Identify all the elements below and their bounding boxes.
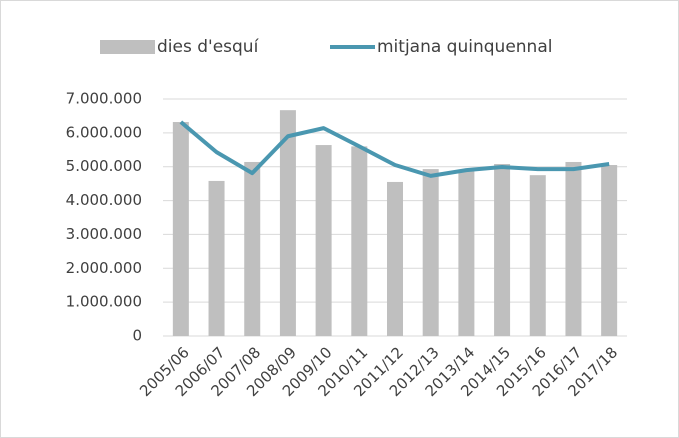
line [179, 120, 610, 178]
bar [529, 175, 546, 336]
bar [279, 110, 296, 337]
legend-swatch [100, 40, 155, 54]
bar [565, 161, 582, 336]
bar [387, 181, 403, 336]
bar [422, 169, 439, 336]
y-tick-label: 7.000.000 [66, 90, 142, 108]
y-tick-label: 3.000.000 [66, 225, 142, 243]
y-tick-label: 4.000.000 [66, 191, 142, 209]
legend-label: mitjana quinquennal [377, 37, 552, 57]
y-tick-label: 2.000.000 [66, 259, 142, 277]
y-tick-label: 6.000.000 [66, 123, 142, 141]
bar [208, 180, 225, 336]
bar [351, 146, 368, 336]
legend-label: dies d'esquí [157, 37, 260, 57]
bar [601, 165, 618, 336]
y-tick-label: 1.000.000 [66, 293, 142, 311]
y-tick-label: 0 [132, 327, 142, 345]
bar [494, 164, 511, 336]
bar [172, 122, 189, 336]
bar [315, 145, 332, 336]
bar [244, 161, 261, 336]
bar [458, 171, 475, 336]
y-tick-label: 5.000.000 [66, 157, 142, 175]
